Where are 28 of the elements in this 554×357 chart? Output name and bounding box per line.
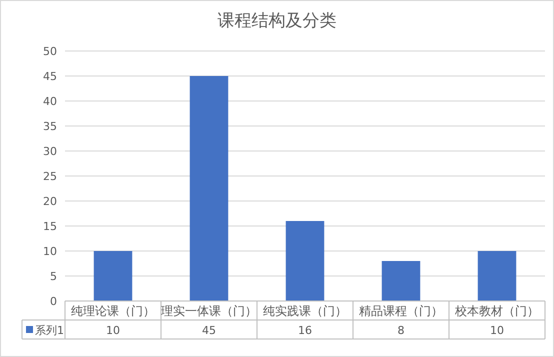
bar (478, 251, 516, 301)
y-tick-label: 5 (50, 270, 57, 283)
y-tick-label: 40 (43, 95, 57, 108)
data-label: 8 (398, 324, 404, 337)
x-tick-label: 理实一体课（门） (161, 304, 257, 318)
x-tick-label: 精品课程（门） (359, 304, 443, 318)
y-tick-label: 20 (43, 195, 57, 208)
y-tick-label: 50 (43, 45, 57, 58)
data-label: 16 (298, 324, 312, 337)
y-tick-label: 45 (43, 70, 57, 83)
data-label: 45 (202, 324, 216, 337)
y-tick-label: 30 (43, 145, 57, 158)
bar (382, 261, 420, 301)
y-tick-label: 0 (50, 295, 57, 308)
x-tick-label: 校本教材（门） (454, 304, 539, 318)
bar (94, 251, 132, 301)
y-tick-label: 25 (43, 170, 57, 183)
x-tick-label: 纯实践课（门） (263, 304, 347, 318)
y-tick-label: 10 (43, 245, 57, 258)
y-tick-label: 35 (43, 120, 57, 133)
data-label: 10 (106, 324, 120, 337)
y-tick-label: 15 (43, 220, 57, 233)
data-label: 10 (490, 324, 504, 337)
legend-label: 系列1 (35, 324, 64, 337)
bar (286, 221, 324, 301)
x-tick-label: 纯理论课（门） (71, 304, 155, 318)
bar (190, 76, 228, 301)
chart-title: 课程结构及分类 (218, 11, 336, 31)
